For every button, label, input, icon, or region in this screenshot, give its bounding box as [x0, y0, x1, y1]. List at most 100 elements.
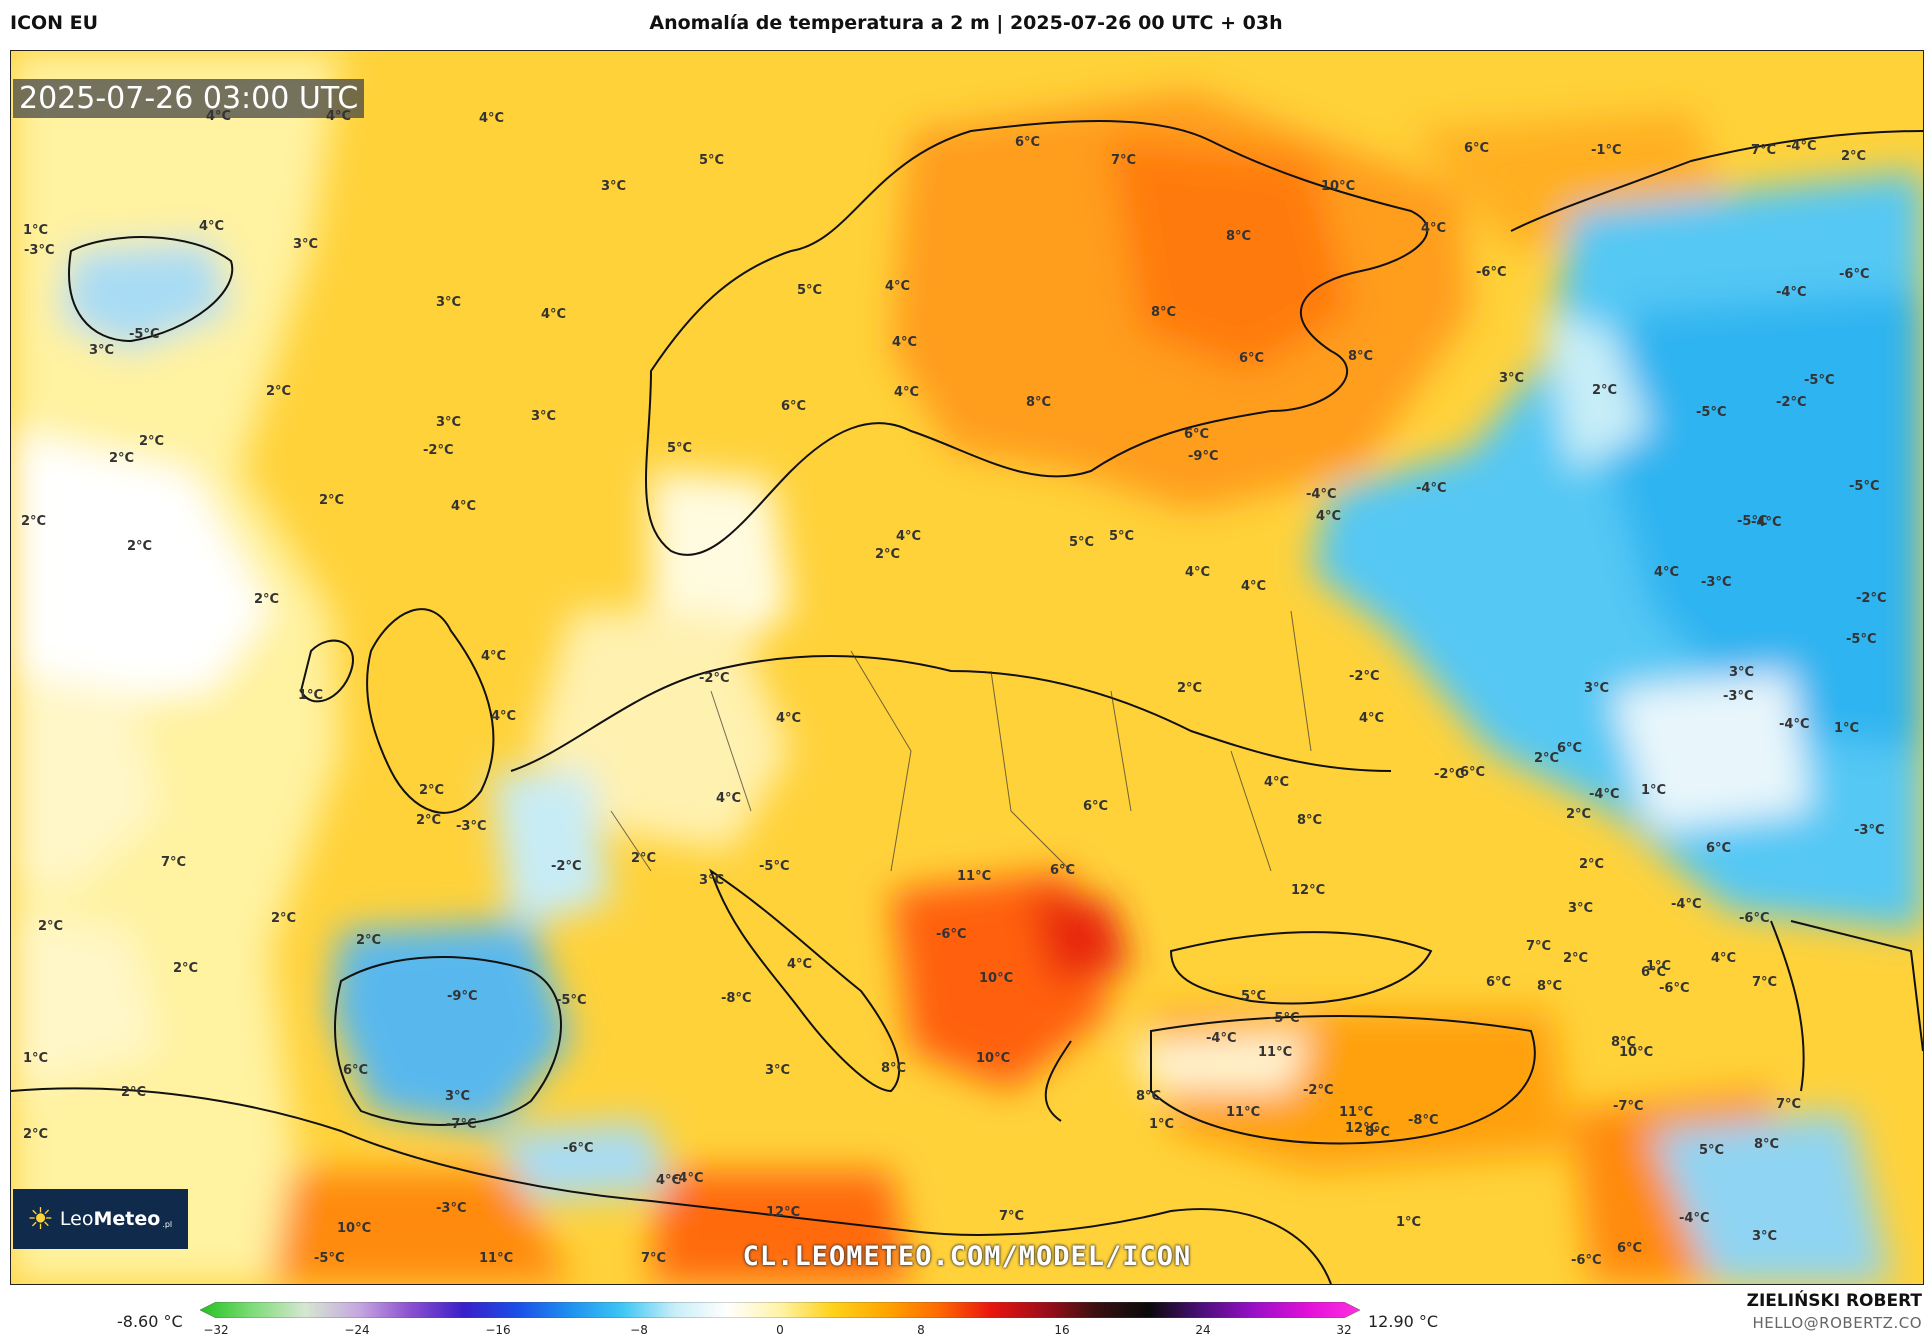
- temperature-label: -2°C: [1776, 395, 1807, 410]
- temperature-label: 2°C: [1177, 681, 1203, 696]
- temperature-label: 6°C: [1617, 1241, 1643, 1256]
- temperature-label: -5°C: [759, 859, 790, 874]
- temperature-label: 5°C: [797, 283, 823, 298]
- temperature-label: -8°C: [1408, 1113, 1439, 1128]
- temperature-label: -2°C: [1349, 669, 1380, 684]
- temperature-label: 12°C: [766, 1205, 801, 1220]
- temperature-label: 4°C: [776, 711, 802, 726]
- model-name: ICON EU: [10, 12, 99, 34]
- temperature-anomaly-field: [11, 51, 1923, 1284]
- temperature-label: 3°C: [531, 409, 557, 424]
- temperature-label: 2°C: [1563, 951, 1589, 966]
- sun-icon: ☀: [27, 1201, 54, 1237]
- temperature-label: 7°C: [641, 1251, 667, 1266]
- logo-suffix: .pl: [162, 1219, 173, 1229]
- temperature-label: 3°C: [436, 295, 462, 310]
- temperature-label: 6°C: [1641, 965, 1667, 980]
- temperature-label: 8°C: [1151, 305, 1177, 320]
- temperature-label: 5°C: [1109, 529, 1135, 544]
- temperature-label: -5°C: [556, 993, 587, 1008]
- temperature-label: -4°C: [1416, 481, 1447, 496]
- temperature-label: 7°C: [1526, 939, 1552, 954]
- temperature-label: 2°C: [1579, 857, 1605, 872]
- temperature-label: -3°C: [24, 243, 55, 258]
- leometeo-logo[interactable]: ☀ Leo Meteo .pl: [13, 1189, 188, 1249]
- temperature-label: 8°C: [1348, 349, 1374, 364]
- temperature-label: 2°C: [356, 933, 382, 948]
- author-name: ZIELIŃSKI ROBERT: [1746, 1291, 1922, 1311]
- temperature-label: -6°C: [1571, 1253, 1602, 1268]
- temperature-label: -1°C: [1591, 143, 1622, 158]
- temperature-label: 4°C: [787, 957, 813, 972]
- temperature-label: 7°C: [161, 855, 187, 870]
- temperature-label: 7°C: [1751, 143, 1777, 158]
- temperature-label: -2°C: [1856, 591, 1887, 606]
- temperature-label: -3°C: [1701, 575, 1732, 590]
- temperature-label: 2°C: [1534, 751, 1560, 766]
- temperature-label: 1°C: [1149, 1117, 1175, 1132]
- author-email[interactable]: HELLO@ROBERTZ.CO: [1752, 1314, 1922, 1332]
- temperature-label: 4°C: [199, 219, 225, 234]
- temperature-label: 3°C: [436, 415, 462, 430]
- temperature-label: 7°C: [999, 1209, 1025, 1224]
- temperature-label: -2°C: [423, 443, 454, 458]
- temperature-label: -4°C: [1786, 139, 1817, 154]
- temperature-label: -4°C: [1671, 897, 1702, 912]
- temperature-label: 4°C: [491, 709, 517, 724]
- temperature-label: 8°C: [1754, 1137, 1780, 1152]
- temperature-label: 2°C: [1841, 149, 1867, 164]
- temperature-label: -5°C: [1696, 405, 1727, 420]
- temperature-label: 8°C: [1611, 1035, 1637, 1050]
- temperature-label: 6°C: [1460, 765, 1486, 780]
- temperature-label: 7°C: [1776, 1097, 1802, 1112]
- temperature-label: 2°C: [21, 514, 47, 529]
- temperature-label: 4°C: [451, 499, 477, 514]
- temperature-label: 3°C: [601, 179, 627, 194]
- colorbar-max-label: 12.90 °C: [1368, 1312, 1439, 1331]
- logo-text-bold: Meteo: [93, 1208, 161, 1230]
- temperature-label: 7°C: [1111, 153, 1137, 168]
- colorbar-tick: 16: [1054, 1323, 1070, 1337]
- temperature-label: -7°C: [1613, 1099, 1644, 1114]
- map-title: Anomalía de temperatura a 2 m | 2025-07-…: [649, 12, 1283, 34]
- temperature-label: -2°C: [1434, 767, 1465, 782]
- temperature-label: 3°C: [765, 1063, 791, 1078]
- temperature-label: 2°C: [121, 1085, 147, 1100]
- temperature-label: 5°C: [1241, 989, 1267, 1004]
- temperature-label: -5°C: [314, 1251, 345, 1266]
- temperature-label: -4°C: [1751, 515, 1782, 530]
- temperature-label: 1°C: [23, 1051, 49, 1066]
- temperature-label: -4°C: [1589, 787, 1620, 802]
- temperature-label: -5°C: [129, 327, 160, 342]
- temperature-label: 11°C: [1339, 1105, 1374, 1120]
- temperature-label: 8°C: [1136, 1089, 1162, 1104]
- temperature-label: 1°C: [1396, 1215, 1422, 1230]
- map-panel[interactable]: 2025-07-26 03:00 UTC ☀ Leo Meteo .pl CL.LE…: [10, 50, 1924, 1285]
- temperature-label: 4°C: [716, 791, 742, 806]
- temperature-label: 3°C: [293, 237, 319, 252]
- temperature-label: -4°C: [1679, 1211, 1710, 1226]
- temperature-label: 5°C: [1069, 535, 1095, 550]
- temperature-label: 10°C: [1619, 1045, 1654, 1060]
- temperature-label: 11°C: [479, 1251, 514, 1266]
- temperature-label: 8°C: [1297, 813, 1323, 828]
- temperature-label: 2°C: [419, 783, 445, 798]
- temperature-label: 2°C: [23, 1127, 49, 1142]
- temperature-label: -6°C: [1739, 911, 1770, 926]
- temperature-label: 4°C: [479, 111, 505, 126]
- temperature-label: 1°C: [1646, 959, 1672, 974]
- colorbar-min-label: -8.60 °C: [117, 1312, 183, 1331]
- temperature-label: -6°C: [1476, 265, 1507, 280]
- temperature-label: 5°C: [699, 153, 725, 168]
- temperature-label: 3°C: [445, 1089, 471, 1104]
- temperature-label: 11°C: [957, 869, 992, 884]
- temperature-label: 6°C: [1486, 975, 1512, 990]
- temperature-label: 2°C: [173, 961, 199, 976]
- temperature-label: -6°C: [936, 927, 967, 942]
- temperature-label: 2°C: [1566, 807, 1592, 822]
- temperature-label: 8°C: [1226, 229, 1252, 244]
- temperature-label: 6°C: [1239, 351, 1265, 366]
- temperature-label: -2°C: [699, 671, 730, 686]
- temperature-label: 4°C: [1359, 711, 1385, 726]
- valid-time-stamp: 2025-07-26 03:00 UTC: [13, 79, 365, 118]
